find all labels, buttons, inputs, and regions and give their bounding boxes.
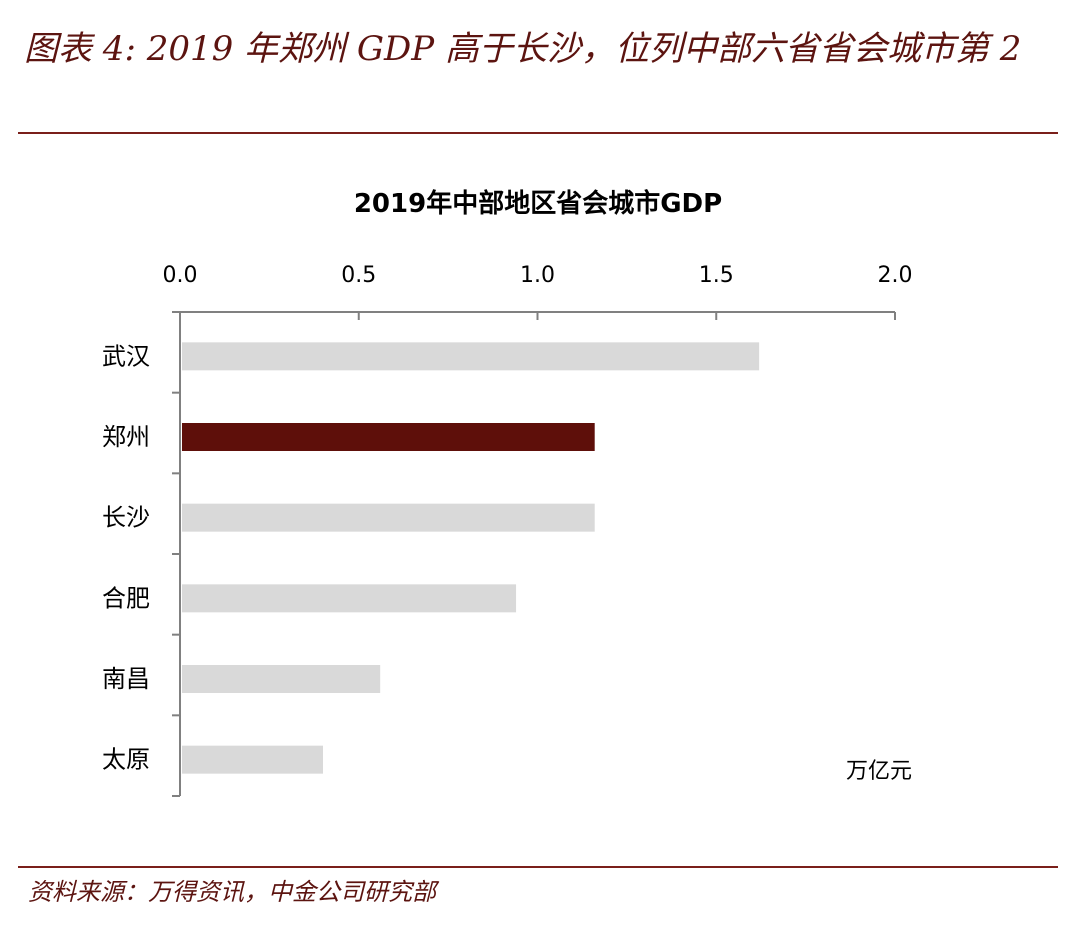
category-label: 合肥 <box>102 584 150 612</box>
bar-2 <box>182 423 595 451</box>
source-note: 资料来源：万得资讯，中金公司研究部 <box>28 878 436 906</box>
figure-title: 图表 4: 2019 年郑州 GDP 高于长沙，位列中部六省省会城市第 2 <box>24 29 1022 69</box>
category-label: 长沙 <box>102 504 150 532</box>
bar-5 <box>182 665 381 693</box>
bar-1 <box>182 342 760 371</box>
source-divider <box>18 866 1058 868</box>
title-divider <box>18 132 1058 134</box>
unit-label: 万亿元 <box>846 759 912 784</box>
bar-4 <box>182 584 517 613</box>
category-label: 武汉 <box>102 342 150 370</box>
x-tick-label: 0.5 <box>341 263 376 288</box>
x-tick-label: 1.0 <box>520 263 555 288</box>
category-label: 南昌 <box>102 665 150 693</box>
category-label: 郑州 <box>102 423 150 451</box>
gdp-bar-chart: 2019年中部地区省会城市GDP 0.0 0.5 1.0 1.5 2.0 武汉郑州长沙合… <box>102 188 913 797</box>
x-tick-label: 2.0 <box>878 263 913 288</box>
x-tick-label: 0.0 <box>163 263 198 288</box>
bar-series <box>182 342 760 774</box>
x-tick-label: 1.5 <box>699 263 734 288</box>
x-axis: 0.0 0.5 1.0 1.5 2.0 <box>163 263 913 797</box>
bar-6 <box>182 745 323 774</box>
bar-3 <box>182 503 595 532</box>
chart-title: 2019年中部地区省会城市GDP <box>354 188 722 219</box>
category-label: 太原 <box>102 746 150 774</box>
